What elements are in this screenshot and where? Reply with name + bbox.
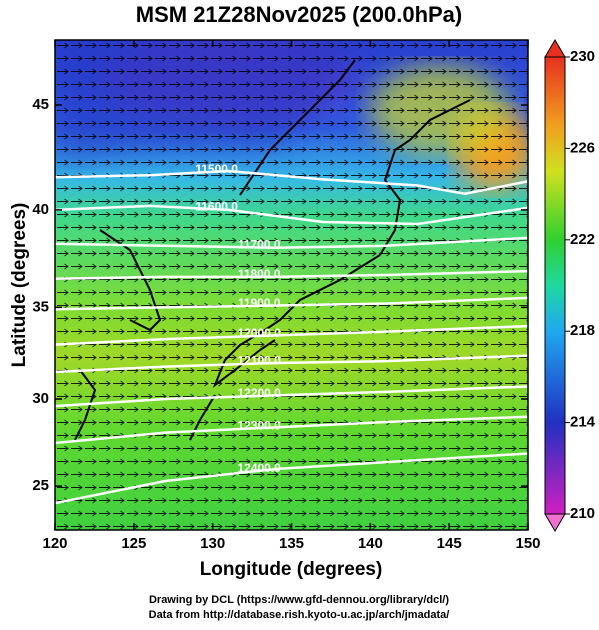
contour-line [55,324,528,346]
contour-label: 12100.0 [237,354,281,368]
colorbar-tick-label: 218 [570,322,595,339]
axes: 120 125 130 135 140 145 150 25 30 35 40 45 [32,40,541,552]
contour-line [55,269,528,281]
colorbar-tick-label: 230 [570,48,595,65]
x-axis-label: Longitude (degrees) [200,559,383,580]
y-tick-label: 45 [32,96,49,113]
contour-label: 11900.0 [238,296,281,310]
contour-label: 11800.0 [238,267,281,281]
x-tick-label: 145 [437,535,462,552]
colorbar-tick-label: 226 [570,139,595,156]
x-tick-label: 120 [42,535,67,552]
colorbar-tick-label: 222 [570,231,595,248]
contour-label: 12200.0 [237,386,281,400]
contour-label: 11500.0 [195,162,238,176]
colorbar [544,56,566,515]
colorbar-min-arrow [544,513,566,532]
contour-label: 12000.0 [237,326,281,340]
y-axis-label: Latitude (degrees) [9,203,30,368]
contour-line [55,169,528,195]
coastline [74,59,471,441]
x-tick-label: 130 [200,535,225,552]
contour-line [55,204,528,226]
colorbar-max-arrow [544,39,566,58]
y-tick-label: 30 [32,390,49,407]
contour-line [55,236,528,249]
footer-line: Drawing by DCL (https://www.gfd-dennou.o… [149,594,449,606]
y-tick-label: 40 [32,201,49,218]
colorbar-tick-label: 210 [570,505,595,522]
colorbar-ticks: 210 214 218 222 226 230 [565,48,596,522]
footer-line: Data from http://database.rish.kyoto-u.a… [149,609,450,621]
contour-line [55,296,528,311]
field: 11500.0 11600.0 11700.0 11800.0 11900.0 12000… [55,40,528,530]
colorbar-tick-label: 214 [570,414,596,431]
contour-label: 11700.0 [238,238,281,252]
wind-vectors [55,40,528,530]
contour-line [55,385,528,408]
contours: 11500.0 11600.0 11700.0 11800.0 11900.0 12000… [55,162,528,505]
x-tick-label: 140 [358,535,383,552]
contour-label: 12300.0 [237,418,281,432]
x-tick-label: 135 [279,535,304,552]
title: MSM 21Z28Nov2025 (200.0hPa) [136,2,463,27]
contour-line [55,354,528,374]
y-tick-label: 25 [32,477,49,494]
contour-label: 12400.0 [237,461,281,475]
x-tick-label: 150 [515,535,540,552]
contour-label: 11600.0 [195,199,238,213]
contour-line [55,452,528,505]
contour-line [55,415,528,445]
x-tick-label: 125 [121,535,146,552]
y-tick-label: 35 [32,298,49,315]
